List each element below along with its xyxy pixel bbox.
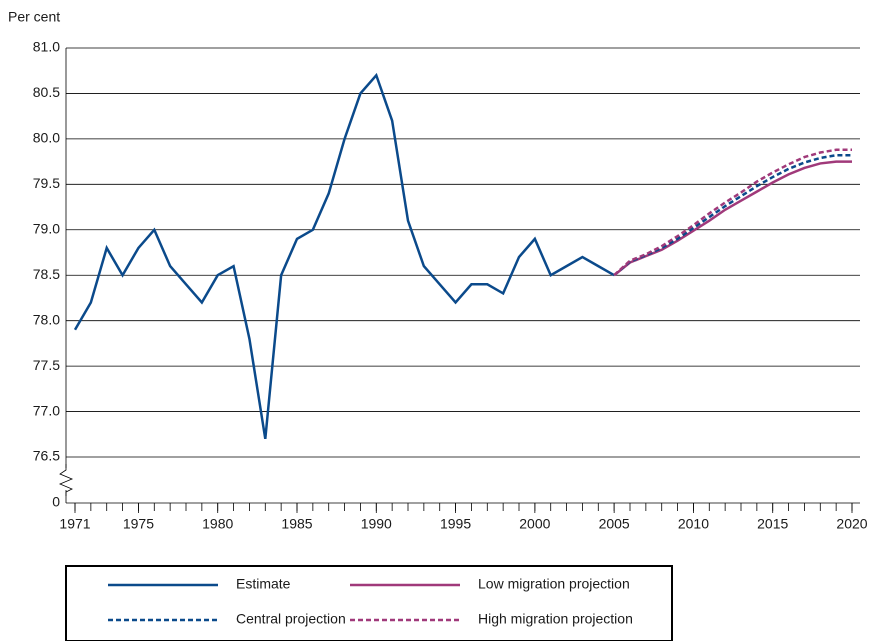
y-tick-label: 79.0 [33, 220, 60, 236]
axis-break [58, 464, 74, 496]
x-tick-label: 1985 [281, 516, 312, 532]
x-tick-label: 1990 [361, 516, 392, 532]
x-tick-label: 1995 [440, 516, 471, 532]
y-tick-label: 78.0 [33, 311, 60, 327]
y-tick-label: 80.0 [33, 130, 60, 146]
y-axis-label: Per cent [8, 9, 60, 25]
x-tick-label: 2005 [599, 516, 630, 532]
series-line [73, 72, 615, 440]
legend-box [65, 565, 673, 641]
x-tick-label: 1971 [59, 516, 90, 532]
x-tick-label: 1980 [202, 516, 233, 532]
y-tick-label: 77.0 [33, 402, 60, 418]
legend-label: Estimate [236, 576, 291, 592]
x-tick-label: 2010 [678, 516, 709, 532]
x-tick-label: 2020 [836, 516, 867, 532]
x-tick-label: 2015 [757, 516, 788, 532]
x-tick-label: 2000 [519, 516, 550, 532]
series-line [613, 153, 852, 277]
y-tick-label: 81.0 [33, 39, 60, 55]
series-line [613, 160, 852, 277]
y-tick-label: 78.5 [33, 266, 60, 282]
legend-label: High migration projection [478, 611, 633, 627]
x-tick-label: 1975 [123, 516, 154, 532]
y-tick-label: 79.5 [33, 175, 60, 191]
legend-label: Central projection [236, 611, 346, 627]
y-tick-label: 76.5 [33, 448, 60, 464]
legend-label: Low migration projection [478, 576, 630, 592]
y-tick-label: 80.5 [33, 84, 60, 100]
axis-break-gap [60, 468, 72, 490]
y-tick-label: 0 [52, 494, 60, 510]
series-line [613, 148, 852, 277]
y-tick-label: 77.5 [33, 357, 60, 373]
